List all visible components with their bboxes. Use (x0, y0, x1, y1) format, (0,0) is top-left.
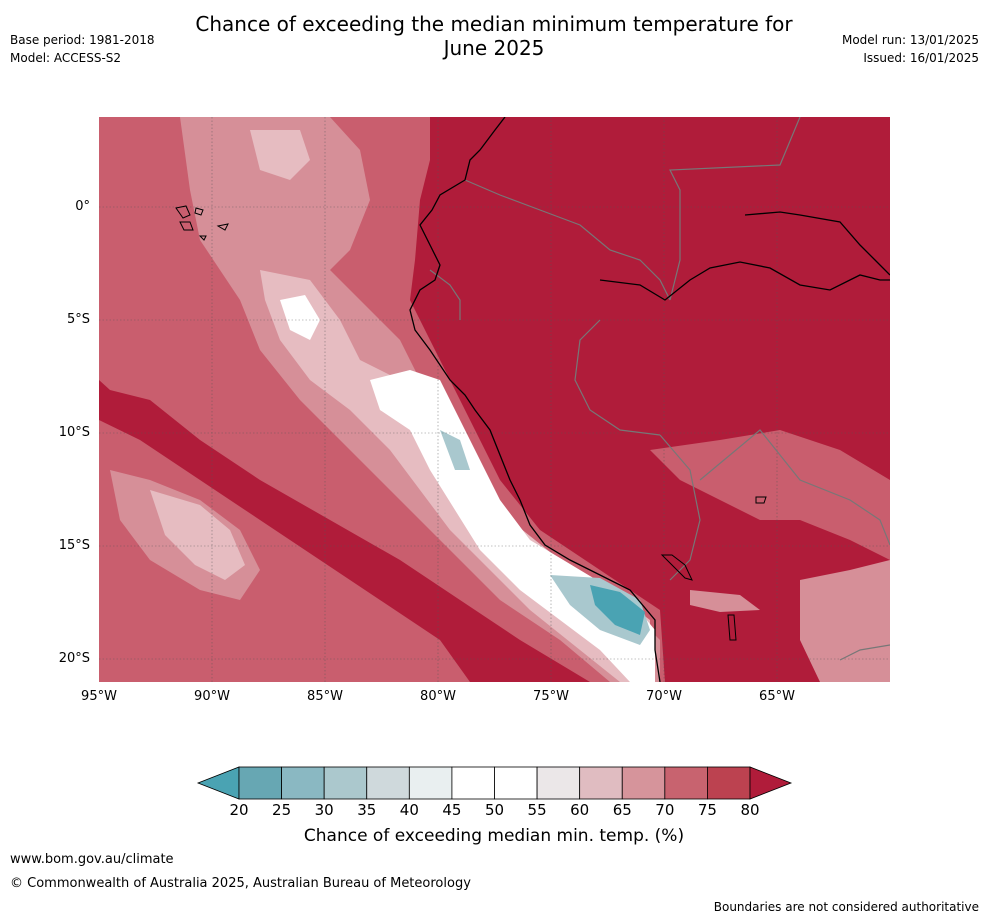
colorbar-tick-label: 80 (740, 801, 760, 819)
graticule (99, 117, 890, 682)
bom-url: www.bom.gov.au/climate (10, 852, 174, 867)
lon-label: 90°W (194, 689, 230, 704)
lon-label: 65°W (759, 689, 795, 704)
lon-label: 80°W (420, 689, 456, 704)
lat-label: 5°S (66, 312, 90, 327)
issued-text: Issued: 16/01/2025 (863, 51, 979, 65)
colorbar-segment (408, 766, 453, 800)
inland-lakes (660, 496, 767, 641)
map-title-line1: Chance of exceeding the median minimum t… (195, 12, 793, 36)
colorbar-segment (494, 766, 538, 800)
lon-label: 75°W (533, 689, 569, 704)
lat-label: 0° (75, 199, 90, 214)
lon-label: 95°W (81, 689, 117, 704)
colorbar-tick-label: 45 (442, 801, 462, 819)
ocean-region-southwest-60-65 (150, 490, 245, 580)
lon-label: 70°W (646, 689, 682, 704)
ocean-region-southwest (99, 420, 470, 682)
colorbar-segment (281, 766, 325, 800)
colorbar-segment (323, 766, 368, 800)
ocean-neutral-spot (280, 295, 320, 340)
galapagos-islands (175, 205, 229, 241)
model-run-text: Model run: 13/01/2025 (841, 33, 979, 47)
coastline-south-america (409, 117, 661, 682)
colorbar-segment (366, 766, 410, 800)
colorbar-tick-label: 55 (527, 801, 547, 819)
colorbar-segment (238, 766, 282, 800)
colorbar-segment (536, 766, 581, 800)
colorbar-tick-label: 50 (484, 801, 505, 819)
model-text: Model: ACCESS-S2 (10, 51, 122, 65)
coastal-cool-region (590, 585, 645, 635)
colorbar-tick-label: 75 (697, 801, 717, 819)
colorbar-segment (579, 766, 623, 800)
map-title: Chance of exceeding the median minimum t… (0, 12, 988, 60)
map-title-line2: June 2025 (443, 36, 545, 60)
country-boundaries (429, 117, 890, 661)
lat-label: 15°S (58, 538, 90, 553)
base-period-text: Base period: 1981-2018 (10, 33, 155, 47)
colorbar-tick-label: 60 (570, 801, 590, 819)
colorbar-segment (621, 766, 666, 800)
inland-region-65-70 (690, 560, 890, 682)
colorbar-tick-label: 20 (229, 801, 249, 819)
map-contours (99, 117, 890, 682)
coastline-caribbean (599, 211, 890, 301)
colorbar-over-arrow (749, 766, 793, 800)
colorbar-segment (664, 766, 708, 800)
lat-label: 20°S (58, 651, 90, 666)
colorbar-tick-label: 25 (272, 801, 292, 819)
lon-label: 85°W (307, 689, 343, 704)
inland-region-70-75 (650, 430, 890, 560)
colorbar-tick-label: 40 (399, 801, 419, 819)
disclaimer-text: Boundaries are not considered authoritat… (713, 900, 979, 914)
colorbar-segment (707, 766, 751, 800)
colorbar-under-arrow (196, 766, 240, 800)
colorbar-label: Chance of exceeding median min. temp. (%… (303, 826, 685, 846)
colorbar-tick-label: 70 (655, 801, 675, 819)
copyright-text: © Commonwealth of Australia 2025, Austra… (10, 876, 471, 891)
colorbar-tick-label: 30 (314, 801, 334, 819)
colorbar-tick-label: 65 (612, 801, 632, 819)
colorbar-tick-label: 35 (357, 801, 377, 819)
colorbar-segment (451, 766, 495, 800)
lat-label: 10°S (58, 425, 90, 440)
